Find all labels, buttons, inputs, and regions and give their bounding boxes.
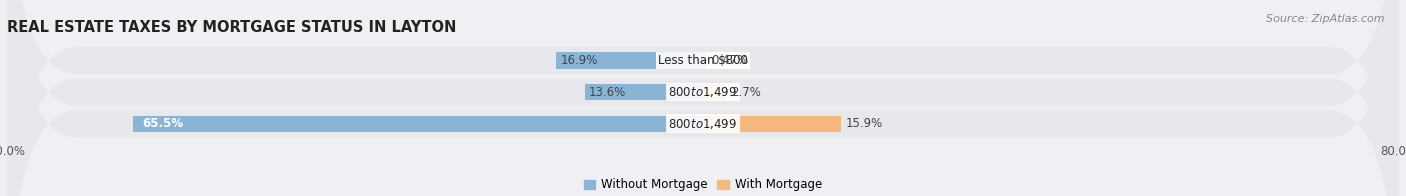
Text: $800 to $1,499: $800 to $1,499 — [668, 85, 738, 99]
Bar — [703, 52, 707, 69]
FancyBboxPatch shape — [7, 0, 1399, 196]
Text: 2.7%: 2.7% — [731, 86, 761, 99]
Text: REAL ESTATE TAXES BY MORTGAGE STATUS IN LAYTON: REAL ESTATE TAXES BY MORTGAGE STATUS IN … — [7, 20, 457, 35]
Legend: Without Mortgage, With Mortgage: Without Mortgage, With Mortgage — [579, 173, 827, 196]
FancyBboxPatch shape — [7, 0, 1399, 196]
Bar — [134, 115, 703, 132]
Text: 13.6%: 13.6% — [589, 86, 626, 99]
Bar — [555, 52, 703, 69]
Text: 65.5%: 65.5% — [142, 117, 183, 130]
FancyBboxPatch shape — [7, 0, 1399, 196]
Text: 15.9%: 15.9% — [845, 117, 883, 130]
Text: Less than $800: Less than $800 — [658, 54, 748, 67]
Bar — [585, 84, 703, 100]
Bar — [703, 84, 727, 100]
Text: Source: ZipAtlas.com: Source: ZipAtlas.com — [1267, 14, 1385, 24]
Text: 0.47%: 0.47% — [711, 54, 748, 67]
Text: $800 to $1,499: $800 to $1,499 — [668, 117, 738, 131]
Bar — [703, 115, 841, 132]
Text: 16.9%: 16.9% — [561, 54, 598, 67]
